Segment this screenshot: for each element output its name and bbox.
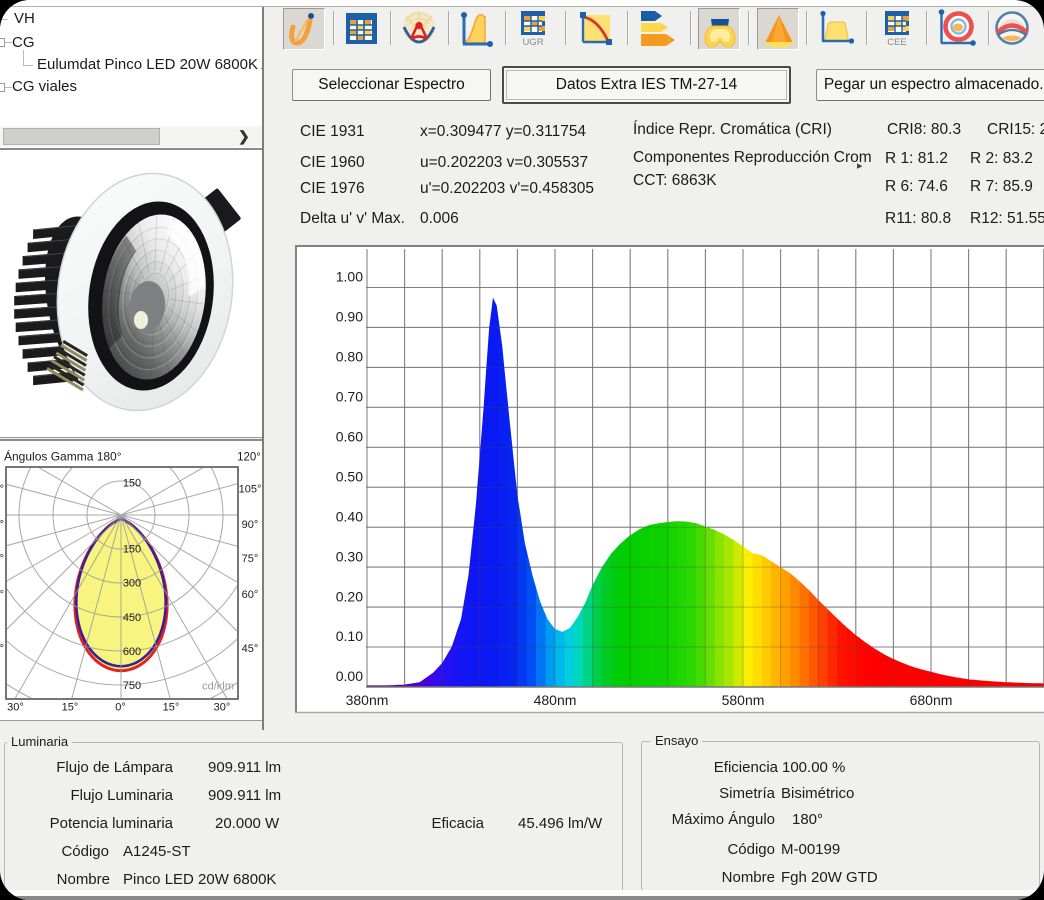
svg-text:380nm: 380nm xyxy=(346,692,389,708)
svg-text:30°: 30° xyxy=(7,701,24,713)
svg-text:UGR: UGR xyxy=(522,37,543,48)
svg-text:15°: 15° xyxy=(163,701,180,713)
svg-text:0.30: 0.30 xyxy=(336,548,363,564)
svg-text:0.40: 0.40 xyxy=(336,508,363,524)
svg-text:0.50: 0.50 xyxy=(336,469,363,485)
svg-text:105°: 105° xyxy=(0,483,4,495)
svg-text:680nm: 680nm xyxy=(910,692,953,708)
svg-text:0.60: 0.60 xyxy=(336,429,363,445)
svg-text:75°: 75° xyxy=(242,553,259,565)
svg-text:45°: 45° xyxy=(242,643,259,655)
svg-text:450: 450 xyxy=(123,612,141,624)
svg-text:0.20: 0.20 xyxy=(336,588,363,604)
svg-text:0.80: 0.80 xyxy=(336,349,363,365)
svg-text:750: 750 xyxy=(123,680,141,692)
svg-text:1.00: 1.00 xyxy=(336,269,363,285)
svg-text:0.90: 0.90 xyxy=(336,309,363,325)
svg-text:75°: 75° xyxy=(0,553,4,565)
svg-text:30°: 30° xyxy=(214,701,231,713)
svg-text:CEE: CEE xyxy=(887,37,907,48)
svg-text:105°: 105° xyxy=(239,483,262,495)
svg-text:0°: 0° xyxy=(115,701,126,713)
svg-text:Ángulos Gamma 180°: Ángulos Gamma 180° xyxy=(4,449,122,464)
svg-text:580nm: 580nm xyxy=(722,692,765,708)
svg-text:90°: 90° xyxy=(242,519,259,531)
svg-text:0.10: 0.10 xyxy=(336,628,363,644)
svg-text:90°: 90° xyxy=(0,519,4,531)
svg-text:0.00: 0.00 xyxy=(336,668,363,684)
svg-text:cd/klm: cd/klm xyxy=(202,680,234,692)
svg-text:150: 150 xyxy=(123,543,141,555)
svg-text:60°: 60° xyxy=(0,589,4,601)
svg-text:15°: 15° xyxy=(62,701,79,713)
svg-text:480nm: 480nm xyxy=(534,692,577,708)
svg-text:600: 600 xyxy=(123,646,141,658)
svg-text:0.70: 0.70 xyxy=(336,389,363,405)
svg-text:150: 150 xyxy=(123,477,141,489)
svg-text:120°: 120° xyxy=(237,452,261,464)
svg-text:300: 300 xyxy=(123,578,141,590)
svg-text:60°: 60° xyxy=(242,589,259,601)
svg-text:45°: 45° xyxy=(0,643,4,655)
